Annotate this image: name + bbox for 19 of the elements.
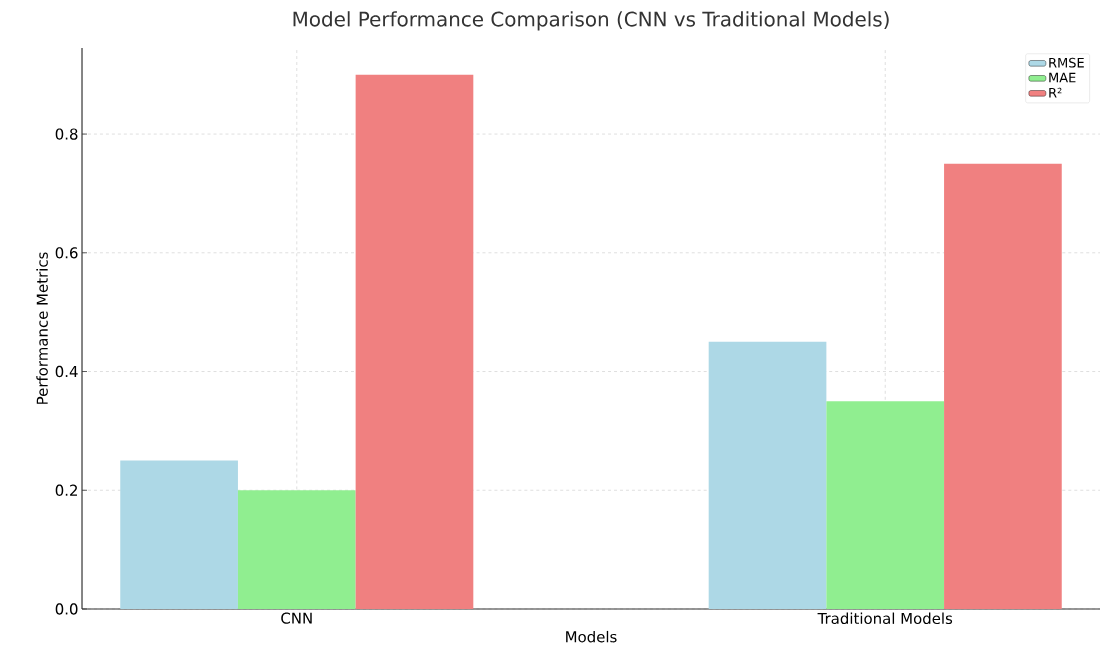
legend-label: RMSE: [1049, 57, 1084, 68]
bar: [826, 401, 945, 609]
x-tick-label: Traditional Models: [817, 612, 953, 625]
legend-label: R²: [1049, 87, 1062, 98]
y-tick-label: 0.0: [55, 603, 78, 615]
x-tick-label: CNN: [281, 612, 312, 624]
legend-label: MAE: [1049, 72, 1076, 83]
bar: [944, 163, 1062, 609]
bar: [355, 74, 474, 609]
x-axis-title: Models: [566, 630, 617, 643]
y-axis-title: Performance Metrics: [36, 252, 48, 404]
bar: [120, 460, 238, 609]
chart-title: Model Performance Comparison (CNN vs Traditional Models): [293, 11, 889, 31]
y-tick-label: 0.8: [55, 128, 78, 140]
bar: [708, 341, 827, 609]
bar: [237, 490, 356, 609]
y-tick-label: 0.6: [55, 247, 78, 259]
y-tick-label: 0.2: [55, 484, 77, 496]
y-tick-label: 0.4: [55, 365, 78, 378]
